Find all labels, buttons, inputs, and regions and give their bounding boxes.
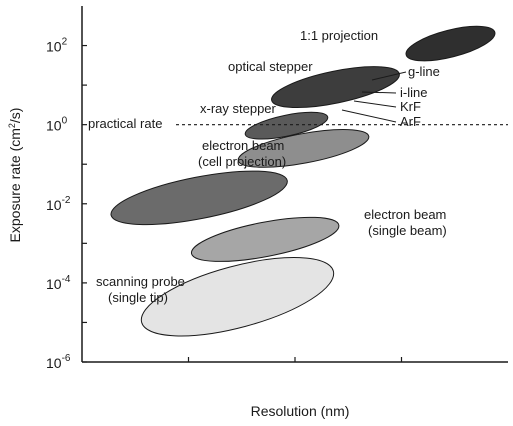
label-arf: ArF: [400, 114, 421, 129]
y-tick-labels: 102 100 10-2 10-4 10-6: [46, 37, 71, 371]
y-ticks: [82, 44, 87, 363]
leader-arf: [341, 109, 397, 123]
y-tick-label: 10-6: [46, 353, 71, 371]
wavelength-leader-lines: [341, 71, 407, 123]
x-ticks: [187, 357, 403, 362]
y-tick-label: 10-2: [46, 195, 71, 213]
region-0: [405, 25, 496, 62]
label-electron-beam-single-1: electron beam: [364, 207, 446, 222]
label-x-ray-stepper: x-ray stepper: [200, 101, 277, 116]
leader-krf: [353, 100, 397, 108]
region-4: [190, 216, 340, 262]
label-electron-beam-single-2: (single beam): [368, 223, 447, 238]
y-axis-title-end: /s): [7, 108, 23, 124]
label-optical-stepper: optical stepper: [228, 59, 313, 74]
label-scanning-probe-1: scanning probe: [96, 274, 185, 289]
y-axis-title-main: Exposure rate (cm: [7, 128, 23, 242]
regions: [110, 25, 496, 337]
y-axis-title: Exposure rate (cm2/s): [7, 108, 23, 243]
region-2: [244, 111, 329, 140]
label-krf: KrF: [400, 99, 421, 114]
region-5: [110, 170, 288, 226]
leader-g-line: [371, 71, 407, 81]
label-electron-beam-cell-1: electron beam: [202, 138, 284, 153]
label-i-line: i-line: [400, 85, 427, 100]
y-tick-label: 10-4: [46, 274, 71, 292]
label-g-line: g-line: [408, 64, 440, 79]
label-electron-beam-cell-2: (cell projection): [198, 154, 286, 169]
y-tick-label: 102: [46, 37, 68, 55]
label-1-1-projection: 1:1 projection: [300, 28, 378, 43]
x-axis-title: Resolution (nm): [251, 403, 350, 419]
region-6: [140, 257, 335, 337]
y-tick-label: 100: [46, 116, 68, 134]
y-axis-title-sup: 2: [7, 123, 17, 128]
label-practical-rate: practical rate: [88, 116, 162, 131]
label-scanning-probe-2: (single tip): [108, 290, 168, 305]
leader-i-line: [361, 91, 397, 94]
region-3: [237, 128, 370, 168]
